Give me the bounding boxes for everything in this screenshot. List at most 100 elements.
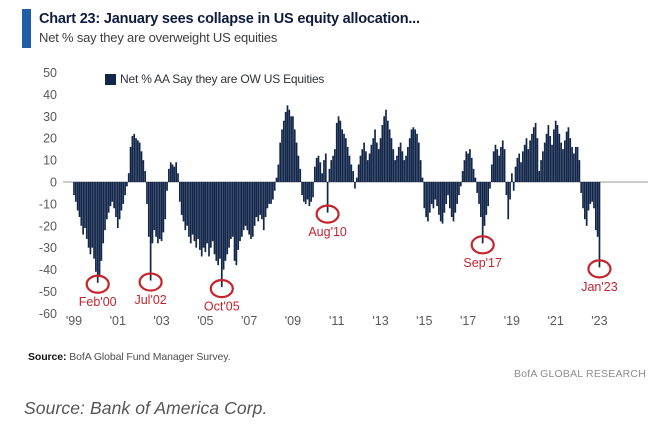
bar [96, 182, 99, 283]
bar [449, 182, 451, 209]
bar [273, 182, 276, 191]
bar [536, 138, 539, 182]
bar [135, 138, 137, 182]
y-axis-tick-label: -20 [39, 219, 57, 233]
bar [392, 149, 395, 182]
x-axis-tick-label: '15 [416, 314, 432, 328]
bar [379, 138, 382, 182]
bar [434, 182, 437, 200]
x-axis-tick-label: '13 [372, 314, 388, 328]
bar [76, 182, 79, 211]
y-axis-tick-label: 20 [43, 132, 57, 146]
bar [350, 164, 353, 182]
bar [131, 136, 134, 182]
bar [388, 129, 391, 182]
bar [594, 182, 597, 231]
bar [323, 160, 325, 182]
y-axis-tick-label: 30 [43, 110, 57, 124]
bar [200, 182, 203, 257]
bar [162, 182, 165, 233]
bar [582, 182, 584, 209]
bar [490, 164, 493, 182]
bar [235, 182, 238, 266]
bar [259, 182, 261, 215]
bar [140, 151, 143, 182]
bar [303, 182, 305, 202]
x-axis-tick-label: '03 [153, 314, 169, 328]
bar [230, 182, 232, 239]
bar [521, 151, 524, 182]
bar [396, 155, 398, 182]
bar [374, 129, 376, 182]
bar [354, 182, 356, 189]
bar [399, 142, 402, 182]
bar [578, 160, 581, 182]
bar [554, 120, 557, 182]
bar [147, 182, 150, 237]
bar [275, 177, 278, 182]
bar [282, 120, 285, 182]
bar [500, 146, 502, 182]
brand-text: BofA GLOBAL RESEARCH [514, 368, 646, 380]
bar [189, 182, 192, 244]
bar [472, 168, 475, 182]
bar [168, 168, 170, 182]
bar [182, 182, 185, 222]
x-axis-tick-label: '01 [110, 314, 126, 328]
bar [538, 171, 541, 182]
bar [421, 177, 424, 182]
bar [328, 168, 331, 182]
bar [116, 182, 119, 228]
chart-header: Chart 23: January sees collapse in US eq… [22, 9, 420, 48]
bar [408, 138, 411, 182]
y-axis-tick-label: -10 [39, 197, 57, 211]
annotation-circle [470, 235, 495, 255]
bar [512, 182, 515, 191]
bar [425, 182, 427, 218]
bar [359, 155, 362, 182]
bar [487, 182, 490, 207]
bar [262, 182, 265, 231]
bar [589, 182, 592, 204]
bar [334, 149, 336, 182]
bar [100, 182, 103, 261]
bar [507, 182, 510, 220]
bar [552, 129, 555, 182]
bar [149, 182, 152, 281]
bar [144, 171, 147, 182]
bar [268, 182, 271, 204]
bar [317, 155, 320, 182]
bar [251, 182, 254, 237]
bar [324, 153, 327, 182]
bar [532, 127, 535, 182]
bar [427, 182, 429, 222]
bar [246, 182, 249, 231]
bar [157, 182, 159, 244]
bar [549, 136, 552, 182]
bar [191, 182, 194, 235]
bar [308, 182, 311, 207]
bar [74, 182, 77, 202]
y-axis-tick-label: 0 [50, 176, 57, 190]
bar [576, 146, 579, 182]
bar [558, 133, 561, 182]
bar [286, 105, 289, 182]
caption-text: Source: Bank of America Corp. [24, 398, 268, 418]
bar [394, 160, 396, 182]
bar [584, 182, 586, 220]
source-text: BofA Global Fund Manager Survey. [69, 351, 231, 363]
y-axis-tick-label: -60 [39, 307, 57, 321]
bar [220, 182, 223, 288]
chart-subtitle: Net % say they are overweight US equitie… [39, 30, 278, 45]
bar [237, 182, 240, 250]
bar [91, 182, 94, 248]
bar [177, 173, 179, 182]
bar [146, 182, 148, 204]
bar [217, 182, 219, 266]
bar [292, 116, 294, 182]
bar [352, 171, 354, 182]
bar [266, 182, 269, 209]
bar [514, 166, 517, 182]
bar [255, 182, 258, 218]
y-axis-tick-label: 50 [43, 66, 57, 80]
